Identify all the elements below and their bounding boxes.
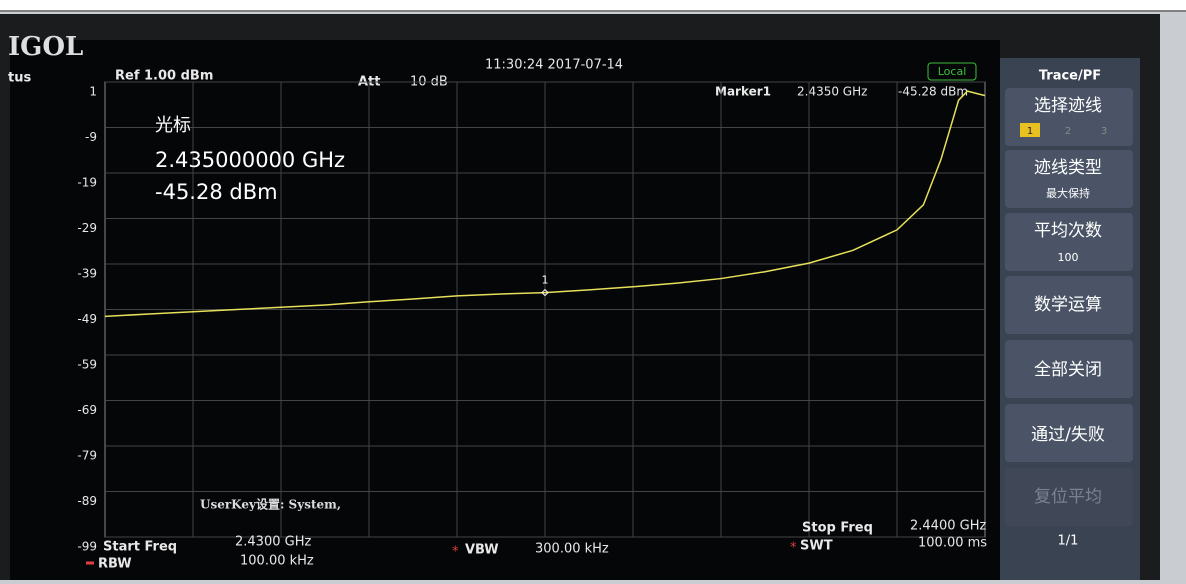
softkey-label: 平均次数	[1034, 221, 1102, 241]
softkey-label: 数学运算	[1034, 295, 1102, 315]
start-label: Start Freq	[103, 540, 177, 555]
local: Local	[938, 65, 967, 78]
logo: IGOL	[8, 32, 83, 62]
swt-value: 100.00 ms	[918, 536, 987, 551]
rbw-label: RBW	[98, 557, 132, 572]
softkey-value: 100	[1058, 251, 1079, 264]
plot: 1 -9 -19 -29 -39 -49 -59 -69 -79 -89 -99 1	[77, 81, 986, 554]
vbw-flag: *	[452, 545, 459, 560]
marker-label: 1	[542, 274, 549, 287]
softkey-value: 最大保持	[1046, 186, 1090, 200]
y-tick-label: -29	[77, 221, 97, 235]
softkey[interactable]	[1005, 468, 1133, 526]
time: 11:30:24 2017-07-14	[485, 58, 623, 73]
y-tick-label: -49	[77, 312, 97, 326]
vbw-value: 300.00 kHz	[535, 542, 609, 557]
y-tick-label: -9	[85, 130, 97, 144]
ref: Ref 1.00 dBm	[115, 69, 213, 84]
trace-num: 3	[1101, 126, 1107, 137]
softkey-label: 全部关闭	[1034, 360, 1102, 380]
softkey[interactable]	[1005, 213, 1133, 271]
swt-label: SWT	[800, 539, 833, 554]
softkey[interactable]	[1005, 276, 1133, 334]
userkey: UserKey设置: System,	[200, 497, 341, 512]
stop-value: 2.4400 GHz	[910, 519, 986, 534]
softkey[interactable]	[1005, 404, 1133, 462]
y-tick-label: -69	[77, 403, 97, 417]
status: tus	[8, 71, 31, 86]
softkey-title: Trace/PF	[1039, 69, 1101, 84]
softkey[interactable]	[1005, 340, 1133, 398]
softkeys: Trace/PF 选择迹线 1 2 3 迹线类型 最大保持 平均次数 100 数…	[1005, 69, 1133, 549]
stop-label: Stop Freq	[802, 521, 873, 536]
softkey-label: 迹线类型	[1034, 158, 1102, 178]
page-indicator: 1/1	[1058, 534, 1079, 549]
y-tick-label: 1	[89, 85, 97, 99]
softkey-label: 复位平均	[1034, 487, 1102, 507]
marker-box-title: 光标	[155, 115, 191, 136]
marker-freq: 2.4350 GHz	[797, 85, 867, 99]
marker-level: -45.28 dBm	[898, 85, 968, 99]
start-value: 2.4300 GHz	[235, 535, 311, 550]
marker-title: Marker1	[715, 85, 771, 99]
y-tick-label: -19	[77, 176, 97, 190]
y-tick-label: -99	[77, 540, 97, 554]
softkey-label: 选择迹线	[1034, 96, 1102, 116]
softkey[interactable]	[1005, 150, 1133, 208]
y-tick-label: -59	[77, 358, 97, 372]
y-tick-label: -79	[77, 449, 97, 463]
trace-num: 2	[1065, 126, 1071, 137]
trace	[104, 90, 986, 318]
y-tick-label: -89	[77, 494, 97, 508]
swt-flag: *	[790, 541, 797, 556]
trace-num: 1	[1027, 126, 1033, 137]
softkey-label: 通过/失败	[1031, 425, 1105, 445]
marker-box-level: -45.28 dBm	[155, 180, 278, 204]
rbw-value: 100.00 kHz	[240, 554, 314, 569]
vbw-label: VBW	[465, 543, 499, 558]
marker	[541, 288, 549, 297]
y-tick-label: -39	[77, 267, 97, 281]
top-strip	[0, 0, 1186, 12]
marker-box-freq: 2.435000000 GHz	[155, 148, 345, 172]
